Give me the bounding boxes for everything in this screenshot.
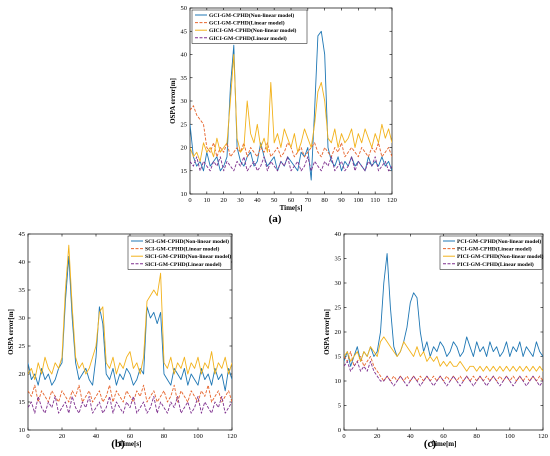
y-tick-label: 20 [335,329,342,336]
y-tick-label: 30 [19,315,26,322]
x-tick-label: 80 [473,433,480,440]
y-tick-label: 30 [181,98,188,105]
chart-panel-a: 0 10 20 30 40 50 60 70 80 90 100 110 120101520253035… [169,5,397,225]
y-tick-label: 10 [19,427,26,434]
x-tick-label: 30 [237,197,244,204]
x-tick-label: 20 [59,433,66,440]
y-tick-label: 25 [335,305,342,312]
series-line-1 [28,384,232,403]
y-tick-label: 10 [181,191,188,198]
panel-label: (c) [424,438,437,450]
x-tick-label: 80 [321,197,328,204]
x-tick-label: 50 [271,197,278,204]
y-tick-label: 5 [338,403,341,410]
x-tick-label: 0 [188,197,191,204]
y-tick-label: 20 [181,145,188,152]
panel-label: (b) [111,438,125,450]
legend-entry: SICI-GM-CPHD(Non-linear model) [145,253,231,260]
x-tick-label: 100 [193,433,203,440]
y-tick-label: 30 [335,280,342,287]
panel-label: (a) [269,213,282,225]
legend-entry: PICI-GM-CPHD(Non-linear model) [457,253,544,260]
y-tick-label: 15 [19,399,26,406]
y-axis-label: OSPA error[m] [169,78,177,124]
y-tick-label: 0 [338,427,341,434]
y-tick-label: 40 [335,231,342,238]
chart-panel-c: 0 20 40 60 80 100 120 0 5 10 15 20 25 30 35 40 Time[m] OS… [323,231,548,450]
series-group [28,244,232,414]
legend-entry: GICI-GM-CPHD(Linear model) [209,35,287,42]
x-tick-label: 100 [353,197,363,204]
x-tick-label: 60 [288,197,295,204]
y-axis-label: OSPA error[m] [7,309,15,355]
series-line-3 [190,156,392,172]
legend-entry: PCI-GM-CPHD(Linear model) [457,246,532,253]
y-tick-label: 35 [181,75,188,82]
legend: GCI-GM-CPHD(Non-linear model)GCI-GM-CPHD… [191,9,308,44]
legend-entry: GICI-GM-CPHD(Non-linear model) [209,27,297,34]
x-tick-label: 40 [93,433,100,440]
x-axis-label: Time[m] [431,440,457,448]
x-tick-label: 20 [374,433,381,440]
legend-entry: GCI-GM-CPHD(Non-linear model) [209,12,294,19]
chart-panel-b: 0 20 40 60 80 100 120 10 15 20 25 30 35 40 45 Time[s] OS… [7,231,237,450]
y-tick-label: 15 [335,354,342,361]
x-tick-label: 100 [505,433,515,440]
y-tick-label: 50 [181,5,188,12]
series-group [190,30,392,181]
series-group [344,253,543,387]
x-axis-label: Time[s] [280,204,303,212]
x-tick-label: 0 [342,433,345,440]
legend-entry: SICI-GM-CPHD(Linear model) [145,261,222,268]
y-tick-label: 35 [19,287,26,294]
x-tick-label: 60 [440,433,447,440]
x-axis-label: Time[s] [119,440,142,448]
legend: SCI-GM-CPHD(Non-linear model)SCI-GM-CPHD… [127,235,232,270]
x-tick-label: 110 [370,197,380,204]
legend-entry: GCI-GM-CPHD(Linear model) [209,20,285,27]
x-tick-label: 0 [26,433,29,440]
series-line-2 [344,336,543,372]
x-tick-label: 90 [338,197,345,204]
x-tick-label: 10 [204,197,211,204]
y-tick-label: 20 [19,371,26,378]
y-tick-label: 45 [181,28,188,35]
y-tick-label: 35 [335,256,342,263]
x-tick-label: 40 [254,197,261,204]
y-tick-label: 40 [19,259,26,266]
y-tick-label: 25 [19,343,26,350]
series-line-0 [344,253,543,367]
x-tick-label: 40 [407,433,414,440]
legend-entry: SCI-GM-CPHD(Non-linear model) [145,238,229,245]
series-line-0 [28,255,232,392]
y-axis-label: OSPA error[m] [323,309,331,355]
legend: PCI-GM-CPHD(Non-linear model)PCI-GM-CPHD… [439,235,544,270]
y-tick-label: 10 [335,378,342,385]
x-tick-label: 20 [220,197,227,204]
series-line-3 [344,360,543,387]
x-tick-label: 120 [227,433,237,440]
x-tick-label: 120 [387,197,397,204]
series-line-1 [190,105,392,158]
y-tick-label: 25 [181,121,188,128]
x-tick-label: 70 [305,197,312,204]
y-tick-label: 45 [19,231,26,238]
legend-box [127,235,232,270]
legend-entry: SCI-GM-CPHD(Linear model) [145,246,219,253]
x-tick-label: 60 [127,433,134,440]
legend-box [191,9,308,44]
y-tick-label: 40 [181,52,188,59]
series-line-3 [28,395,232,414]
series-line-2 [190,54,392,162]
legend-box [439,235,543,270]
x-tick-label: 120 [538,433,548,440]
y-tick-label: 15 [181,168,188,175]
series-line-1 [344,351,543,382]
x-tick-label: 80 [161,433,168,440]
series-line-2 [28,244,232,381]
legend-entry: PCI-GM-CPHD(Non-linear model) [457,238,541,245]
legend-entry: PICI-GM-CPHD(Linear model) [457,261,534,268]
